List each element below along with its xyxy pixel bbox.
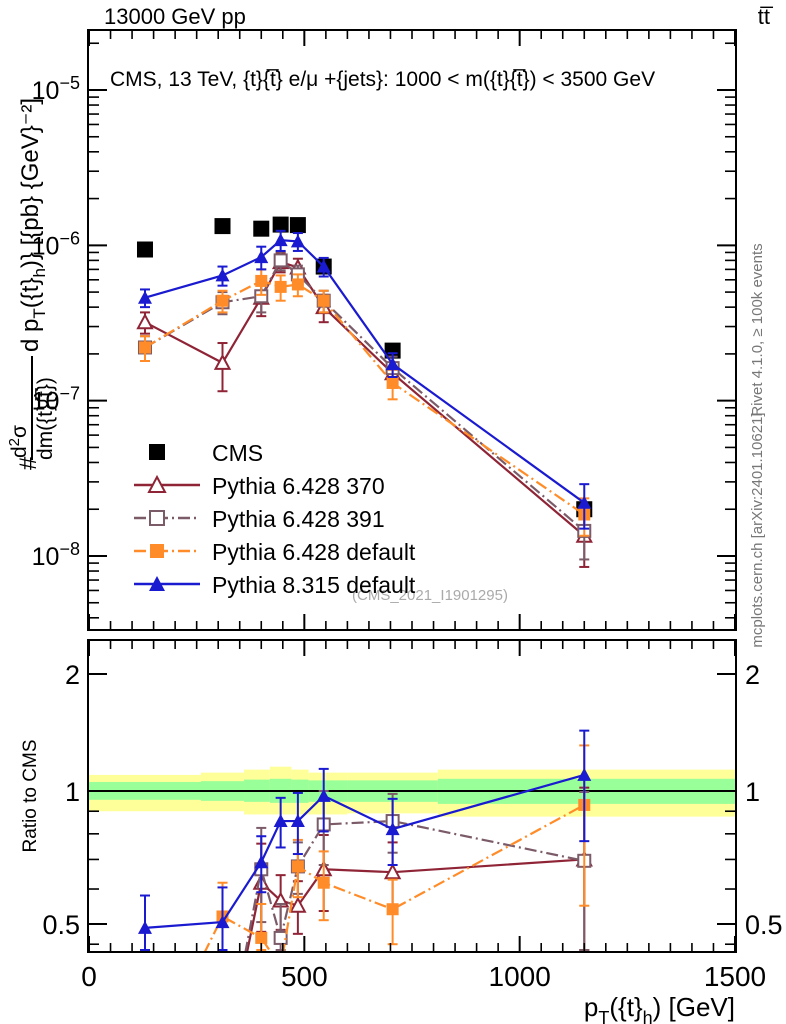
- data-marker: [385, 822, 400, 836]
- data-marker: [316, 259, 331, 273]
- main-annotation: CMS, 13 TeV, {t}{t̅} e/μ +{jets}: 1000 <…: [110, 68, 655, 91]
- series-pythia-8-315-default: [137, 229, 592, 530]
- x-axis-tick-label: 500: [281, 961, 328, 992]
- ratio-y-tick-label-right: 0.5: [745, 910, 783, 940]
- data-marker: [384, 342, 401, 359]
- y-axis-title-numerator: d2σ: [6, 425, 31, 458]
- data-marker: [253, 220, 270, 237]
- ratio-y-tick-label: 0.5: [42, 910, 80, 940]
- x-axis-tick-label: 1000: [489, 961, 551, 992]
- y-axis-title-hash: #: [15, 456, 42, 470]
- data-marker: [273, 233, 288, 247]
- data-marker: [150, 544, 164, 558]
- ratio-y-tick-label: 1: [65, 777, 80, 807]
- x-axis-tick-labels: 0 500 1000 1500: [81, 961, 766, 992]
- series-line: [144, 239, 585, 504]
- ratio-y-tick-label: 2: [65, 660, 80, 690]
- x-axis-title: pT({t}h) [GeV]: [584, 992, 735, 1024]
- x-axis-title-text: pT({t}h) [GeV]: [584, 992, 735, 1024]
- data-marker: [214, 218, 231, 235]
- y-axis-tick-label: 10−5: [32, 73, 80, 105]
- ratio-y-axis-title: Ratio to CMS: [20, 740, 41, 853]
- y-axis-title-group: #d2σ dm({t}{t̅}) d pT({t}h)} [{pb} {GeV}⁻…: [6, 98, 57, 470]
- legend-label: Pythia 6.428 370: [212, 473, 385, 499]
- ratio-y-tick-label-right: 1: [745, 777, 760, 807]
- data-marker: [291, 278, 304, 291]
- y-axis-tick-label: 10−6: [32, 228, 80, 260]
- ratio-line: [244, 819, 585, 951]
- data-marker: [386, 376, 399, 389]
- data-marker: [213, 353, 232, 370]
- ratio-line: [204, 803, 585, 951]
- data-marker: [291, 860, 304, 873]
- ratio-plot-panel: 2 2 1 1 0.5 0.5 Ratio to CMS: [20, 639, 783, 953]
- data-marker: [215, 268, 230, 282]
- main-plot-panel: CMS, 13 TeV, {t}{t̅} e/μ +{jets}: 1000 <…: [6, 29, 737, 631]
- rivet-version-label: Rivet 4.1.0, ≥ 100k events: [749, 243, 766, 416]
- mcplots-source-label: mcplots.cern.ch [arXiv:2401.10621]: [749, 412, 766, 647]
- legend-label: CMS: [212, 440, 263, 466]
- data-marker: [273, 253, 288, 268]
- data-marker: [138, 341, 151, 354]
- data-marker: [273, 814, 288, 828]
- y-axis-tick-label: 10−8: [32, 539, 80, 571]
- data-marker: [577, 767, 592, 781]
- series-line: [144, 279, 585, 516]
- data-marker: [137, 290, 152, 304]
- data-marker: [273, 930, 288, 945]
- header-right-label: tt̅: [758, 4, 774, 29]
- data-marker: [254, 250, 269, 264]
- legend: CMS Pythia 6.428 370 Pythia 6.428 391 Pythi…: [134, 440, 416, 598]
- data-marker: [255, 931, 268, 944]
- data-marker: [290, 234, 305, 248]
- data-marker: [215, 915, 230, 929]
- x-axis-tick-label: 1500: [704, 961, 766, 992]
- data-marker: [290, 814, 305, 828]
- legend-label: Pythia 8.315 default: [212, 572, 416, 598]
- x-axis-tick-label: 0: [81, 961, 97, 992]
- legend-item-4[interactable]: Pythia 8.315 default: [134, 572, 416, 598]
- data-marker: [383, 863, 402, 880]
- ratio-line: [144, 773, 585, 929]
- header-left-label: 13000 GeV pp: [104, 4, 246, 29]
- data-marker: [136, 241, 153, 258]
- data-marker: [136, 313, 154, 330]
- data-marker: [272, 216, 289, 233]
- analysis-id-watermark: (CMS_2021_I1901295): [352, 587, 508, 604]
- data-marker: [289, 217, 306, 234]
- ratio-series-pythia-8-315-default: [137, 729, 592, 951]
- legend-item-3[interactable]: Pythia 6.428 default: [134, 539, 416, 565]
- y-axis-tick-label: 10−7: [32, 384, 80, 416]
- y-axis-fraction-label: #d2σ dm({t}{t̅}) d pT({t}h)} [{pb} {GeV}⁻…: [6, 98, 57, 470]
- data-marker: [149, 510, 165, 526]
- data-marker: [274, 280, 287, 293]
- ratio-y-tick-label-right: 2: [745, 660, 760, 690]
- data-marker: [254, 855, 269, 869]
- legend-item-2[interactable]: Pythia 6.428 391: [134, 506, 385, 532]
- data-marker: [317, 876, 330, 889]
- data-marker: [577, 495, 592, 509]
- data-marker: [149, 444, 165, 460]
- legend-item-0[interactable]: CMS: [149, 440, 263, 466]
- y-axis-title-denominator: dm({t}{t̅}): [34, 377, 57, 460]
- data-marker: [316, 788, 331, 802]
- data-marker: [149, 576, 165, 591]
- y-axis-title-rest: d pT({t}h)} [{pb} {GeV}⁻²]: [17, 98, 49, 352]
- data-marker: [255, 274, 268, 287]
- legend-item-1[interactable]: Pythia 6.428 370: [134, 473, 385, 499]
- data-marker: [137, 920, 152, 934]
- data-marker: [317, 294, 330, 307]
- series-line: [144, 260, 585, 537]
- data-marker: [289, 896, 307, 913]
- data-marker: [385, 357, 400, 371]
- data-marker: [216, 294, 229, 307]
- legend-label: Pythia 6.428 default: [212, 539, 416, 565]
- data-marker: [386, 903, 399, 916]
- data-marker: [147, 474, 167, 493]
- legend-label: Pythia 6.428 391: [212, 506, 385, 532]
